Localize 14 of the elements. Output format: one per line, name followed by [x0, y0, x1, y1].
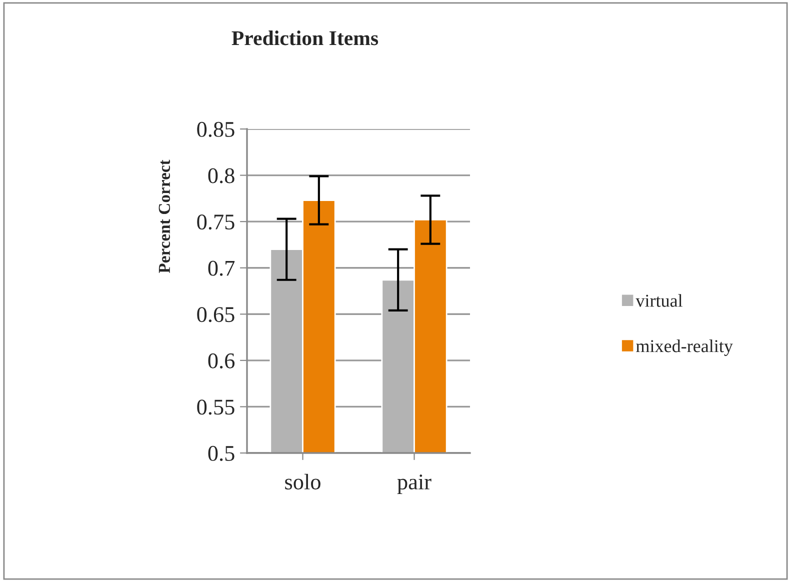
- y-tick-label: 0.65: [197, 307, 234, 322]
- legend-label: virtual: [636, 294, 682, 307]
- y-tick-label: 0.85: [197, 122, 234, 138]
- y-tick-label: 0.75: [197, 214, 234, 230]
- y-axis-title: Percent Correct: [158, 160, 170, 274]
- x-tick-label: pair: [397, 474, 432, 494]
- x-tick-label: solo: [285, 474, 320, 490]
- y-tick-label: 0.55: [197, 400, 234, 415]
- chart-title: Prediction Items: [232, 30, 378, 46]
- legend-label: mixed-reality: [636, 340, 733, 356]
- y-tick-label: 0.7: [208, 260, 235, 276]
- y-tick-label: 0.6: [208, 353, 235, 368]
- y-tick-label: 0.8: [208, 168, 234, 184]
- y-tick-label: 0.5: [208, 446, 234, 462]
